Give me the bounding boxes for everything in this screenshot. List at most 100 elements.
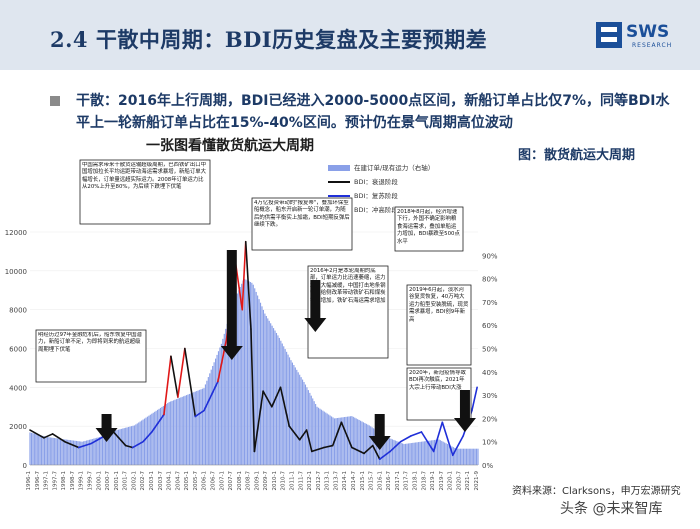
watermark: 头条 @未来智库: [560, 501, 663, 517]
orderbook-bar: [391, 439, 394, 465]
orderbook-bar: [460, 448, 462, 465]
x-tick-label: 2016-1: [377, 471, 383, 490]
orderbook-bar: [201, 388, 204, 465]
x-tick-label: 2014-7: [351, 471, 357, 491]
annotation-boxes: 中国需求带来干散货运输超级周期，巴西铁矿出口中国增加拉长平均运距带动海运需求暴增…: [35, 159, 472, 421]
orderbook-bar: [187, 394, 189, 465]
orderbook-bar: [458, 448, 460, 465]
orderbook-bar: [230, 308, 233, 465]
bdi-segment-recovery: [77, 442, 92, 449]
orderbook-bar: [380, 433, 382, 465]
orderbook-bar: [464, 448, 466, 465]
orderbook-bar: [91, 438, 93, 465]
bdi-segment-decline: [340, 421, 353, 449]
x-tick-label: 2019-1: [430, 471, 436, 490]
orderbook-bar: [207, 377, 209, 465]
orderbook-bar: [355, 418, 357, 465]
orderbook-bar: [196, 391, 198, 465]
annotation-text: 2020年，新冠疫情导致BDI再次触底，2021年大宗上行带动BDI大涨: [409, 370, 466, 391]
x-tick-label: 2005-1: [184, 471, 190, 490]
orderbook-bar: [204, 384, 207, 465]
orderbook-bar: [217, 351, 220, 465]
orderbook-bar: [368, 425, 370, 465]
orderbook-bar: [297, 372, 299, 465]
orderbook-bar: [81, 441, 83, 465]
annotation-text: 4万亿投资带动的"报复蒂"，叠加环保型船概念，船东开启新一轮订单潮，为随后的供需…: [254, 200, 350, 229]
annotation-text: 中国需求带来干散货运输超级周期，巴西铁矿出口中国增加拉长平均运距带动海运需求暴增…: [82, 162, 206, 191]
y-left-tick-label: 10000: [5, 268, 27, 276]
orderbook-bar: [151, 413, 153, 465]
orderbook-bar: [249, 282, 251, 465]
x-tick-label: 1997-1: [44, 471, 50, 490]
orderbook-bar: [359, 420, 362, 465]
orderbook-bar: [354, 417, 356, 465]
orderbook-bar: [177, 398, 179, 465]
y-right-tick-label: 90%: [482, 252, 498, 260]
orderbook-bar: [436, 439, 438, 465]
orderbook-bar: [106, 434, 108, 465]
orderbook-bar: [449, 445, 452, 465]
x-tick-label: 2008-1: [237, 471, 243, 490]
x-tick-label: 2012-1: [307, 471, 313, 490]
bdi-segment-decline: [351, 446, 365, 455]
bdi-segment-recovery: [131, 440, 144, 449]
orderbook-bar: [428, 440, 430, 465]
orderbook-bar: [157, 409, 159, 465]
orderbook-bar: [444, 442, 446, 465]
annotation-textbox: 2020年，新冠疫情导致BDI再次触底，2021年大宗上行带动BDI大涨: [409, 370, 466, 391]
orderbook-bar: [85, 440, 88, 465]
bdi-segment-decline: [29, 429, 45, 439]
x-tick-label: 2016-7: [386, 471, 392, 491]
orderbook-bar: [319, 408, 321, 465]
orderbook-bar: [174, 399, 176, 465]
orderbook-bar: [265, 315, 267, 465]
orderbook-bar: [394, 440, 396, 465]
bdi-segment-decline: [112, 431, 127, 447]
orderbook-bar: [271, 325, 273, 465]
orderbook-bar: [88, 439, 91, 465]
orderbook-bar: [200, 389, 202, 465]
annotation-box: 2016年2月是本轮周期的底部，订单运力比迅速萎缩，运力增速大幅减缓，中国打击地…: [307, 265, 389, 359]
orderbook-bar: [393, 439, 395, 465]
x-tick-label: 2011-7: [298, 471, 304, 491]
orderbook-bar: [413, 442, 415, 465]
orderbook-bar: [229, 313, 231, 465]
down-arrow-icon: [95, 414, 118, 442]
x-tick-label: 2009-1: [254, 471, 260, 490]
y-left-tick-label: 2000: [9, 423, 27, 431]
orderbook-bar: [146, 416, 149, 465]
orderbook-bar: [135, 424, 137, 465]
orderbook-bar: [351, 416, 353, 465]
orderbook-bar: [341, 417, 343, 465]
orderbook-bar: [473, 448, 475, 465]
orderbook-bar: [130, 426, 133, 465]
orderbook-bar: [96, 437, 98, 465]
bdi-segment-decline: [253, 390, 264, 453]
x-tick-label: 2011-1: [290, 471, 296, 490]
orderbook-bar: [30, 432, 33, 465]
orderbook-bar: [375, 430, 378, 465]
orderbook-bar: [119, 429, 121, 465]
orderbook-bar: [116, 430, 118, 465]
orderbook-bar: [154, 411, 156, 465]
bdi-segment-recovery: [420, 431, 435, 453]
orderbook-bar: [429, 440, 431, 465]
bdi-segment-decline: [323, 444, 334, 449]
bdi-segment-decline: [250, 328, 256, 453]
orderbook-bar: [445, 443, 447, 465]
orderbook-bar: [129, 426, 131, 465]
bdi-segment-peak: [217, 337, 228, 383]
orderbook-bar: [155, 410, 157, 465]
orderbook-bar: [281, 343, 283, 465]
annotation-frame: [394, 206, 464, 252]
orderbook-bar: [294, 367, 296, 465]
orderbook-bar: [188, 393, 191, 465]
orderbook-bar: [329, 415, 331, 465]
orderbook-bar: [433, 439, 436, 465]
x-tick-label: 2017-7: [404, 471, 410, 491]
bdi-segment-decline: [288, 425, 301, 441]
orderbook-bar: [109, 432, 111, 465]
orderbook-bar: [67, 439, 69, 465]
y-right-tick-label: 0%: [482, 462, 493, 470]
orderbook-bar: [257, 295, 259, 465]
